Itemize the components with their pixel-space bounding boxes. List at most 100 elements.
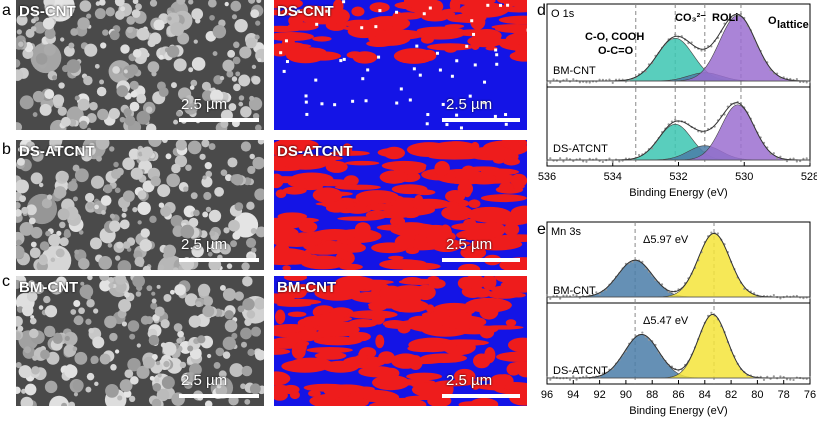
tick-label-e-7: 82 <box>725 389 737 401</box>
data-point-e-1-142 <box>779 375 782 378</box>
data-point-d-1-96 <box>703 131 706 134</box>
scale-bar-a-right <box>442 118 520 122</box>
data-point-e-1-18 <box>575 378 578 381</box>
data-point-d-1-78 <box>674 118 677 121</box>
data-point-e-1-14 <box>568 378 572 381</box>
annotation-roli: ROLi <box>712 12 738 24</box>
panel-label-b: b <box>2 141 11 158</box>
data-point-e-0-142 <box>779 297 782 300</box>
sem-title-b: DS-ATCNT <box>19 143 95 160</box>
data-point-e-0-18 <box>575 294 578 297</box>
sample-label-d-bot: DS-ATCNT <box>553 143 608 155</box>
tick-label-e-2: 92 <box>593 389 605 401</box>
data-point-d-1-22 <box>582 160 585 163</box>
data-point-e-1-100 <box>710 311 713 314</box>
scale-bar-c-right <box>442 394 520 398</box>
data-point-d-1-30 <box>595 157 598 160</box>
sample-label-d-top: BM-CNT <box>553 65 596 77</box>
scale-text-c-left: 2.5 µm <box>181 372 228 389</box>
sample-label-e-top: BM-CNT <box>553 285 596 297</box>
data-point-d-0-152 <box>795 77 798 81</box>
data-point-e-1-150 <box>792 378 795 382</box>
data-point-d-1-152 <box>795 160 798 163</box>
data-point-e-1-58 <box>641 331 644 334</box>
data-point-e-0-16 <box>572 293 575 297</box>
data-point-d-1-44 <box>618 160 621 163</box>
data-point-d-1-150 <box>792 157 795 160</box>
data-point-d-0-40 <box>611 81 614 84</box>
data-point-d-0-16 <box>572 78 575 81</box>
data-point-e-0-138 <box>772 293 775 297</box>
panel-label-d: d <box>537 2 546 19</box>
annotation-co-cooh: C-O, COOH <box>585 31 644 43</box>
data-point-d-1-160 <box>808 160 812 163</box>
scale-text-b-left: 2.5 µm <box>181 236 228 253</box>
data-point-e-1-146 <box>785 378 789 381</box>
data-point-d-0-78 <box>674 33 677 36</box>
chart-title-d: O 1s <box>551 8 575 20</box>
sem-image-b: DS-ATCNT 2.5 µm <box>16 140 264 270</box>
data-point-d-1-20 <box>578 157 581 161</box>
data-point-d-0-2 <box>549 81 552 84</box>
annotation-delta-top: Δ5.97 eV <box>643 234 689 246</box>
tick-label-d-1: 534 <box>604 171 622 183</box>
scale-text-a-left: 2.5 µm <box>181 96 228 113</box>
tick-label-d-2: 532 <box>669 171 687 183</box>
data-point-e-1-138 <box>772 375 775 378</box>
eds-title-a: DS-CNT <box>277 3 334 20</box>
sem-image-a: DS-CNT 2.5 µm <box>16 0 264 130</box>
data-point-d-0-34 <box>601 78 604 81</box>
data-point-d-1-34 <box>601 160 604 164</box>
panel-label-e: e <box>537 221 546 238</box>
tick-label-d-4: 528 <box>801 171 817 183</box>
chart-title-e: Mn 3s <box>551 226 581 238</box>
scale-bar-c-left <box>179 394 259 398</box>
x-axis-label-e: Binding Energy (eV) <box>629 405 727 417</box>
annotation-oco: O-C=O <box>598 45 634 57</box>
data-point-e-0-120 <box>743 287 746 290</box>
scale-bar-b-left <box>179 258 259 262</box>
data-point-d-0-88 <box>690 41 693 44</box>
x-axis-label-d: Binding Energy (eV) <box>629 187 727 199</box>
data-point-d-1-24 <box>585 160 588 163</box>
scale-text-b-right: 2.5 µm <box>446 236 493 253</box>
data-point-e-1-148 <box>789 378 792 381</box>
data-point-d-0-160 <box>808 80 812 84</box>
data-point-e-1-134 <box>766 375 769 378</box>
data-point-d-0-118 <box>739 12 743 15</box>
data-point-e-0-8 <box>559 297 562 300</box>
data-point-d-0-154 <box>799 80 802 84</box>
tick-label-d-3: 530 <box>735 171 753 183</box>
eds-title-b: DS-ATCNT <box>277 143 353 160</box>
data-point-d-1-154 <box>799 159 802 163</box>
data-point-d-1-156 <box>802 157 805 160</box>
data-point-e-0-100 <box>710 231 713 234</box>
data-point-d-0-0 <box>545 81 549 84</box>
tick-label-e-0: 96 <box>541 389 553 401</box>
scale-bar-a-left <box>179 118 259 122</box>
data-point-d-1-10 <box>562 160 565 163</box>
data-point-e-0-104 <box>716 232 720 235</box>
scale-text-c-right: 2.5 µm <box>446 372 493 389</box>
data-point-e-0-156 <box>802 297 805 300</box>
tick-label-d-0: 536 <box>538 171 556 183</box>
annotation-delta-bot: Δ5.47 eV <box>643 315 689 327</box>
data-point-d-1-158 <box>805 157 808 160</box>
tick-label-e-8: 80 <box>751 389 763 401</box>
data-point-e-0-30 <box>595 291 598 294</box>
data-point-d-1-64 <box>651 147 654 150</box>
eds-map-b: DS-ATCNT 2.5 µm <box>274 140 527 270</box>
data-point-e-0-2 <box>549 297 552 300</box>
data-point-d-1-12 <box>565 157 568 160</box>
data-point-d-1-38 <box>608 157 611 160</box>
data-point-d-0-12 <box>565 78 568 81</box>
sem-title-a: DS-CNT <box>19 3 76 20</box>
annotation-olattice-sub: lattice <box>777 19 809 31</box>
data-point-e-1-132 <box>762 378 766 381</box>
data-point-d-0-24 <box>585 81 588 84</box>
tick-label-e-5: 86 <box>672 389 684 401</box>
data-point-d-1-146 <box>785 160 789 163</box>
data-point-d-0-8 <box>559 80 562 84</box>
data-point-d-1-40 <box>611 160 614 163</box>
